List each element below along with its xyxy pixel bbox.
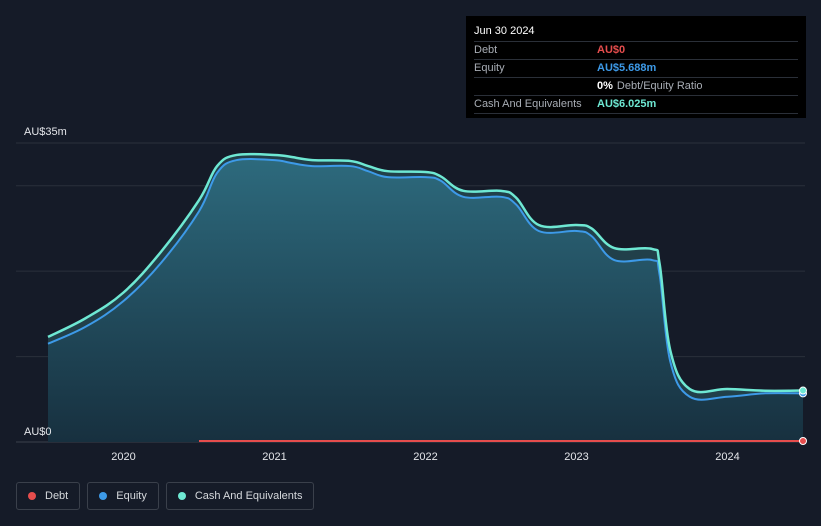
tooltip-ratio-value: 0% — [597, 80, 613, 92]
tooltip-row-ratio: 0% Debt/Equity Ratio — [474, 78, 798, 96]
tooltip-panel: Jun 30 2024 Debt AU$0 Equity AU$5.688m 0… — [466, 16, 806, 118]
legend-dot-debt — [28, 492, 36, 500]
tooltip-row-equity: Equity AU$5.688m — [474, 60, 798, 78]
line-cash — [47, 152, 804, 394]
tooltip-value-cash: AU$6.025m — [597, 98, 657, 110]
y-tick-label-bottom: AU$0 — [24, 426, 52, 438]
x-tick-label: 2021 — [262, 451, 286, 463]
tooltip-value-debt: AU$0 — [597, 44, 626, 56]
x-tick-label: 2023 — [564, 451, 588, 463]
x-tick-label: 2022 — [413, 451, 437, 463]
tooltip-ratio-label: Debt/Equity Ratio — [616, 80, 703, 92]
legend-label-equity: Equity — [116, 490, 147, 502]
series-areas — [48, 153, 803, 443]
tooltip-row-cash: Cash And Equivalents AU$6.025m — [474, 96, 798, 114]
axes: AU$35m AU$0 2020 2021 2022 2023 2024 — [24, 126, 740, 463]
legend-item-debt[interactable]: Debt — [16, 482, 81, 510]
legend-item-equity[interactable]: Equity — [87, 482, 159, 510]
legend-label-debt: Debt — [45, 490, 69, 502]
tooltip-label-debt: Debt — [474, 44, 498, 56]
y-tick-label-top: AU$35m — [24, 126, 67, 138]
marker-cash — [799, 386, 807, 395]
tooltip-label-equity: Equity — [474, 62, 505, 74]
legend-label-cash: Cash And Equivalents — [194, 490, 303, 502]
marker-debt — [799, 437, 807, 445]
legend-item-cash[interactable]: Cash And Equivalents — [165, 482, 315, 510]
x-tick-label: 2024 — [715, 451, 739, 463]
legend-dot-equity — [99, 492, 108, 500]
series-lines — [47, 152, 804, 442]
x-tick-label: 2020 — [111, 451, 135, 463]
area-equity — [48, 158, 803, 443]
end-markers — [799, 386, 807, 445]
tooltip-row-debt: Debt AU$0 — [474, 42, 798, 60]
legend: Debt Equity Cash And Equivalents — [16, 482, 315, 510]
tooltip-date: Jun 30 2024 — [474, 24, 798, 42]
tooltip-label-cash: Cash And Equivalents — [474, 98, 582, 110]
tooltip-value-equity: AU$5.688m — [597, 62, 657, 74]
legend-dot-cash — [177, 492, 186, 500]
